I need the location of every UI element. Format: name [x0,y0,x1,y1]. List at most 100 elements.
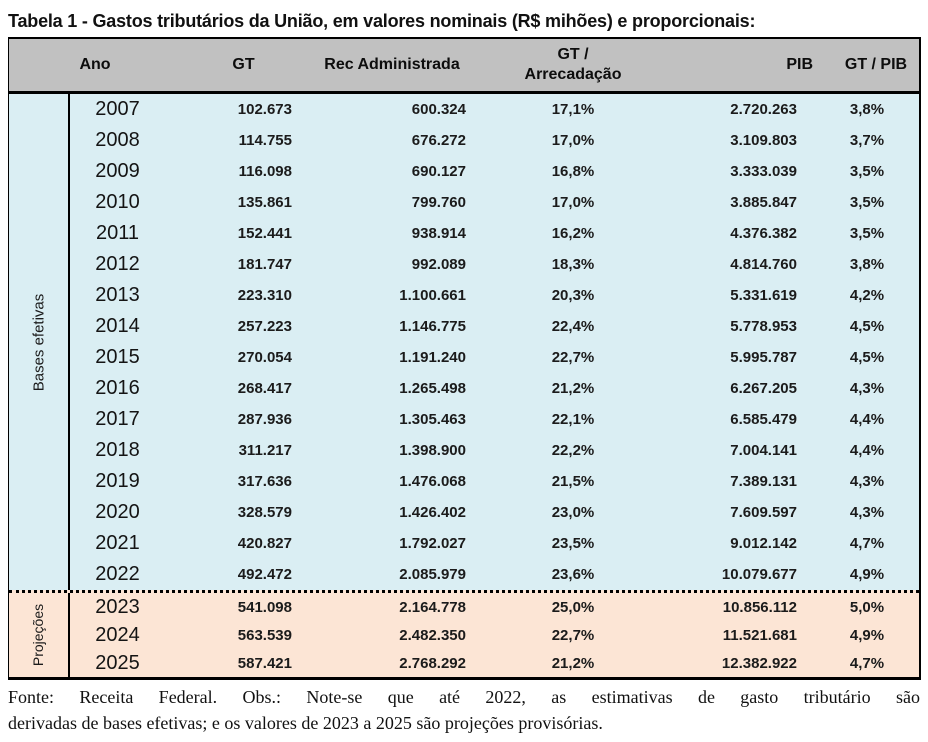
cell-rec: 1.191.240 [399,349,466,366]
cell-rec: 2.085.979 [399,566,466,583]
cell-gtpib: 4,9% [849,626,885,644]
cell-rec: 1.100.661 [399,287,466,304]
cell-pib: 3.109.803 [730,132,797,149]
cell-gt: 563.539 [237,626,292,644]
cell-gt: 181.747 [237,256,292,273]
table-row: 2022 492.472 2.085.979 23,6% 10.079.677 4,9% [70,559,919,590]
col-header-gt-arrecadacao-line1: GT / [557,46,589,63]
table-row: 2016 268.417 1.265.498 21,2% 6.267.205 4,3% [70,373,919,404]
cell-ano: 2013 [95,284,140,306]
cell-gtpib: 3,8% [849,101,885,118]
table-row: 2013 223.310 1.100.661 20,3% 5.331.619 4,2% [70,280,919,311]
cell-gtpib: 4,4% [849,411,885,428]
cell-gta: 17,1% [551,101,595,118]
table-row: 2023 541.098 2.164.778 25,0% 10.856.112 5,0% [70,593,919,621]
table-row: 2021 420.827 1.792.027 23,5% 9.012.142 4,7% [70,528,919,559]
cell-gtpib: 4,7% [849,654,885,672]
cell-pib: 6.267.205 [730,380,797,397]
cell-rec: 1.146.775 [399,318,466,335]
table-title: Tabela 1 - Gastos tributários da União, … [8,11,756,31]
cell-gta: 23,0% [551,504,595,521]
cell-ano: 2012 [95,253,140,275]
group-label-projecoes: Projeções [30,603,47,667]
cell-ano: 2023 [95,595,140,618]
cell-gt: 317.636 [237,473,292,490]
source-note-line1: Fonte: Receita Federal. Obs.: Note-se qu… [8,687,920,707]
cell-rec: 690.127 [411,163,466,180]
table-row: 2014 257.223 1.146.775 22,4% 5.778.953 4,5% [70,311,919,342]
cell-gtpib: 3,5% [849,194,885,211]
cell-gta: 20,3% [551,287,595,304]
table-row: 2024 563.539 2.482.350 22,7% 11.521.681 4,9% [70,621,919,649]
cell-pib: 4.814.760 [730,256,797,273]
cell-gt: 223.310 [237,287,292,304]
cell-pib: 5.995.787 [730,349,797,366]
cell-gtpib: 5,0% [849,598,885,616]
cell-gtpib: 4,3% [849,380,885,397]
cell-ano: 2022 [95,563,140,585]
cell-ano: 2019 [95,470,140,492]
cell-ano: 2009 [95,160,140,182]
cell-gt: 116.098 [238,163,292,180]
cell-rec: 1.426.402 [399,504,466,521]
group-rows-bases-efetivas: 2007 102.673 600.324 17,1% 2.720.263 3,8% 2008… [70,94,919,590]
cell-pib: 12.382.922 [721,654,797,672]
cell-ano: 2010 [95,191,140,213]
cell-gt: 587.421 [237,654,292,672]
cell-gtpib: 4,5% [849,318,885,335]
cell-gtpib: 3,5% [849,163,885,180]
cell-gta: 16,2% [551,225,595,242]
group-rows-projecoes: 2023 541.098 2.164.778 25,0% 10.856.112 5,0% 2… [70,593,919,677]
cell-ano: 2011 [95,222,139,244]
cell-gta: 21,2% [551,654,595,672]
group-bases-efetivas: Bases efetivas 2007 102.673 600.324 17,1% 2.… [9,94,919,590]
cell-pib: 10.079.677 [721,566,797,583]
cell-gta: 22,7% [551,349,595,366]
cell-gtpib: 4,2% [849,287,885,304]
cell-pib: 10.856.112 [722,598,797,616]
cell-pib: 2.720.263 [730,101,797,118]
source-note: Fonte: Receita Federal. Obs.: Note-se qu… [8,685,920,736]
col-header-pib: PIB [786,56,813,73]
table-row: 2007 102.673 600.324 17,1% 2.720.263 3,8% [70,94,919,125]
cell-rec: 1.265.498 [399,380,466,397]
cell-rec: 938.914 [411,225,466,242]
cell-ano: 2018 [95,439,140,461]
table-row: 2009 116.098 690.127 16,8% 3.333.039 3,5% [70,156,919,187]
cell-gta: 21,5% [551,473,595,490]
cell-gta: 22,4% [551,318,595,335]
cell-rec: 1.476.068 [399,473,466,490]
table-header-row: Ano GT Rec Administrada GT / Arrecadação… [9,39,919,94]
cell-pib: 3.333.039 [730,163,797,180]
col-header-gt: GT [232,56,255,73]
cell-gt: 135.861 [237,194,292,211]
cell-gt: 420.827 [237,535,292,552]
cell-rec: 2.768.292 [399,654,466,672]
cell-ano: 2020 [95,501,140,523]
cell-gta: 22,7% [551,626,595,644]
group-label-bases-efetivas: Bases efetivas [30,293,47,391]
cell-ano: 2015 [95,346,140,368]
cell-ano: 2008 [95,129,140,151]
table-row: 2019 317.636 1.476.068 21,5% 7.389.131 4,3% [70,466,919,497]
cell-gta: 16,8% [551,163,595,180]
cell-gta: 22,1% [551,411,595,428]
col-header-rec-administrada: Rec Administrada [324,56,460,73]
cell-rec: 992.089 [411,256,466,273]
group-label-cell: Projeções [9,593,70,677]
cell-gt: 257.223 [237,318,292,335]
cell-rec: 1.305.463 [399,411,466,428]
cell-gtpib: 4,3% [849,504,885,521]
cell-ano: 2014 [95,315,140,337]
cell-pib: 6.585.479 [730,411,797,428]
cell-gt: 328.579 [237,504,292,521]
cell-gtpib: 3,7% [849,132,885,149]
cell-pib: 7.609.597 [730,504,797,521]
cell-gta: 18,3% [551,256,595,273]
cell-gtpib: 4,7% [849,535,885,552]
table-row: 2008 114.755 676.272 17,0% 3.109.803 3,7% [70,125,919,156]
cell-gtpib: 4,9% [849,566,885,583]
cell-rec: 2.482.350 [399,626,466,644]
group-label-cell: Bases efetivas [9,94,70,590]
